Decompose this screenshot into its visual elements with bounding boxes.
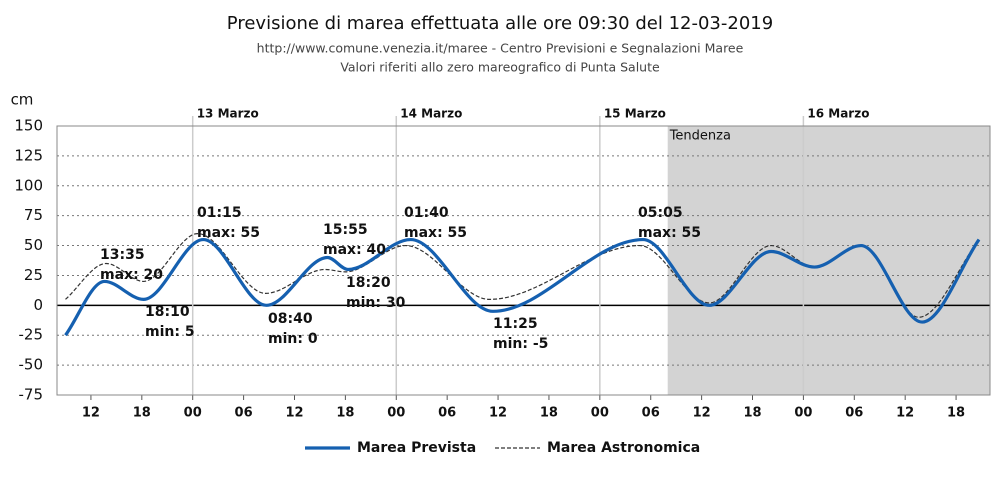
annotation-time: 08:40 bbox=[268, 311, 313, 327]
chart-subtitle: http://www.comune.venezia.it/maree - Cen… bbox=[257, 41, 744, 56]
x-tick-label: 06 bbox=[642, 406, 660, 421]
legend-label: Marea Astronomica bbox=[547, 440, 700, 456]
annotation-time: 13:35 bbox=[100, 247, 145, 263]
x-tick-label: 06 bbox=[235, 406, 253, 421]
chart-title: Previsione di marea effettuata alle ore … bbox=[227, 13, 773, 34]
legend-label: Marea Prevista bbox=[357, 440, 476, 456]
trend-label: Tendenza bbox=[669, 129, 731, 144]
y-tick-label: 100 bbox=[14, 176, 43, 194]
annotation-time: 15:55 bbox=[323, 222, 368, 238]
annotation-level: max: 55 bbox=[197, 225, 260, 241]
day-label: 13 Marzo bbox=[197, 107, 259, 121]
x-tick-label: 12 bbox=[896, 406, 914, 421]
x-tick-label: 18 bbox=[743, 406, 761, 421]
annotation-level: min: 30 bbox=[346, 295, 406, 311]
x-tick-label: 12 bbox=[82, 406, 100, 421]
day-label: 15 Marzo bbox=[604, 107, 666, 121]
annotation-level: min: 5 bbox=[145, 324, 195, 340]
x-tick-label: 06 bbox=[845, 406, 863, 421]
x-tick-label: 18 bbox=[947, 406, 965, 421]
annotation-level: max: 20 bbox=[100, 267, 163, 283]
x-tick-label: 00 bbox=[387, 406, 405, 421]
annotation-time: 01:15 bbox=[197, 205, 242, 221]
x-tick-label: 18 bbox=[540, 406, 558, 421]
x-tick-label: 12 bbox=[489, 406, 507, 421]
y-tick-label: 50 bbox=[24, 236, 43, 254]
y-tick-label: 25 bbox=[24, 266, 43, 284]
series-line bbox=[64, 237, 981, 337]
y-tick-label: 150 bbox=[14, 117, 43, 135]
annotation-time: 18:10 bbox=[145, 304, 190, 320]
day-label: 16 Marzo bbox=[807, 107, 869, 121]
x-tick-label: 06 bbox=[438, 406, 456, 421]
annotation-level: max: 40 bbox=[323, 242, 386, 258]
x-tick-label: 12 bbox=[693, 406, 711, 421]
y-axis-label: cm bbox=[11, 91, 34, 109]
x-tick-label: 00 bbox=[794, 406, 812, 421]
annotation-level: max: 55 bbox=[638, 225, 701, 241]
annotation-time: 01:40 bbox=[404, 205, 449, 221]
y-tick-label: 125 bbox=[14, 146, 43, 164]
y-tick-label: 0 bbox=[33, 296, 43, 314]
annotation-level: max: 55 bbox=[404, 225, 467, 241]
annotation-time: 18:20 bbox=[346, 275, 391, 291]
annotation-time: 05:05 bbox=[638, 205, 683, 221]
x-tick-label: 12 bbox=[285, 406, 303, 421]
x-tick-label: 18 bbox=[133, 406, 151, 421]
y-tick-label: -25 bbox=[19, 326, 44, 344]
x-tick-label: 00 bbox=[591, 406, 609, 421]
day-label: 14 Marzo bbox=[400, 107, 462, 121]
x-tick-label: 00 bbox=[184, 406, 202, 421]
plot-frame bbox=[56, 125, 991, 396]
annotation-time: 11:25 bbox=[493, 316, 538, 332]
y-tick-label: -50 bbox=[19, 356, 44, 374]
y-tick-label: 75 bbox=[24, 206, 43, 224]
annotation-level: min: -5 bbox=[493, 336, 548, 352]
y-tick-label: -75 bbox=[19, 386, 44, 404]
annotation-level: min: 0 bbox=[268, 331, 318, 347]
x-tick-label: 18 bbox=[336, 406, 354, 421]
chart-subtitle: Valori riferiti allo zero mareografico d… bbox=[340, 60, 660, 75]
